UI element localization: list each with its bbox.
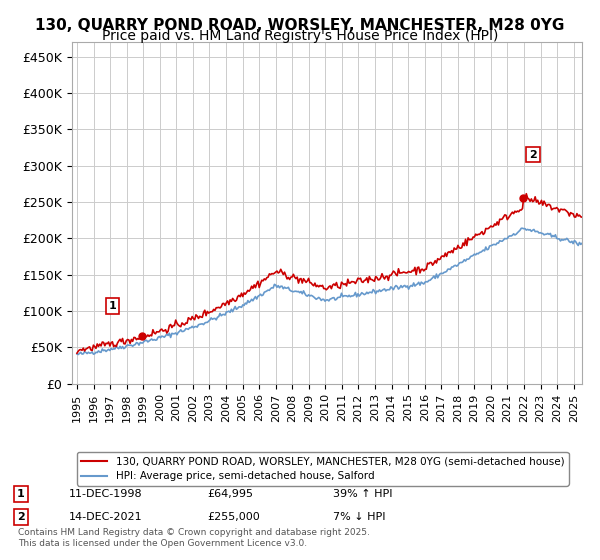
Legend: 130, QUARRY POND ROAD, WORSLEY, MANCHESTER, M28 0YG (semi-detached house), HPI: : 130, QUARRY POND ROAD, WORSLEY, MANCHEST… <box>77 452 569 486</box>
Text: 2: 2 <box>17 512 25 522</box>
Text: 7% ↓ HPI: 7% ↓ HPI <box>333 512 386 522</box>
Text: 1: 1 <box>17 489 25 499</box>
Text: Contains HM Land Registry data © Crown copyright and database right 2025.
This d: Contains HM Land Registry data © Crown c… <box>18 528 370 548</box>
Text: 1: 1 <box>109 301 116 311</box>
Text: 11-DEC-1998: 11-DEC-1998 <box>69 489 143 499</box>
Text: 2: 2 <box>529 150 537 160</box>
Text: £64,995: £64,995 <box>207 489 253 499</box>
Text: 14-DEC-2021: 14-DEC-2021 <box>69 512 143 522</box>
Text: Price paid vs. HM Land Registry's House Price Index (HPI): Price paid vs. HM Land Registry's House … <box>102 29 498 43</box>
Text: 39% ↑ HPI: 39% ↑ HPI <box>333 489 392 499</box>
Text: 130, QUARRY POND ROAD, WORSLEY, MANCHESTER, M28 0YG: 130, QUARRY POND ROAD, WORSLEY, MANCHEST… <box>35 18 565 33</box>
Text: £255,000: £255,000 <box>207 512 260 522</box>
